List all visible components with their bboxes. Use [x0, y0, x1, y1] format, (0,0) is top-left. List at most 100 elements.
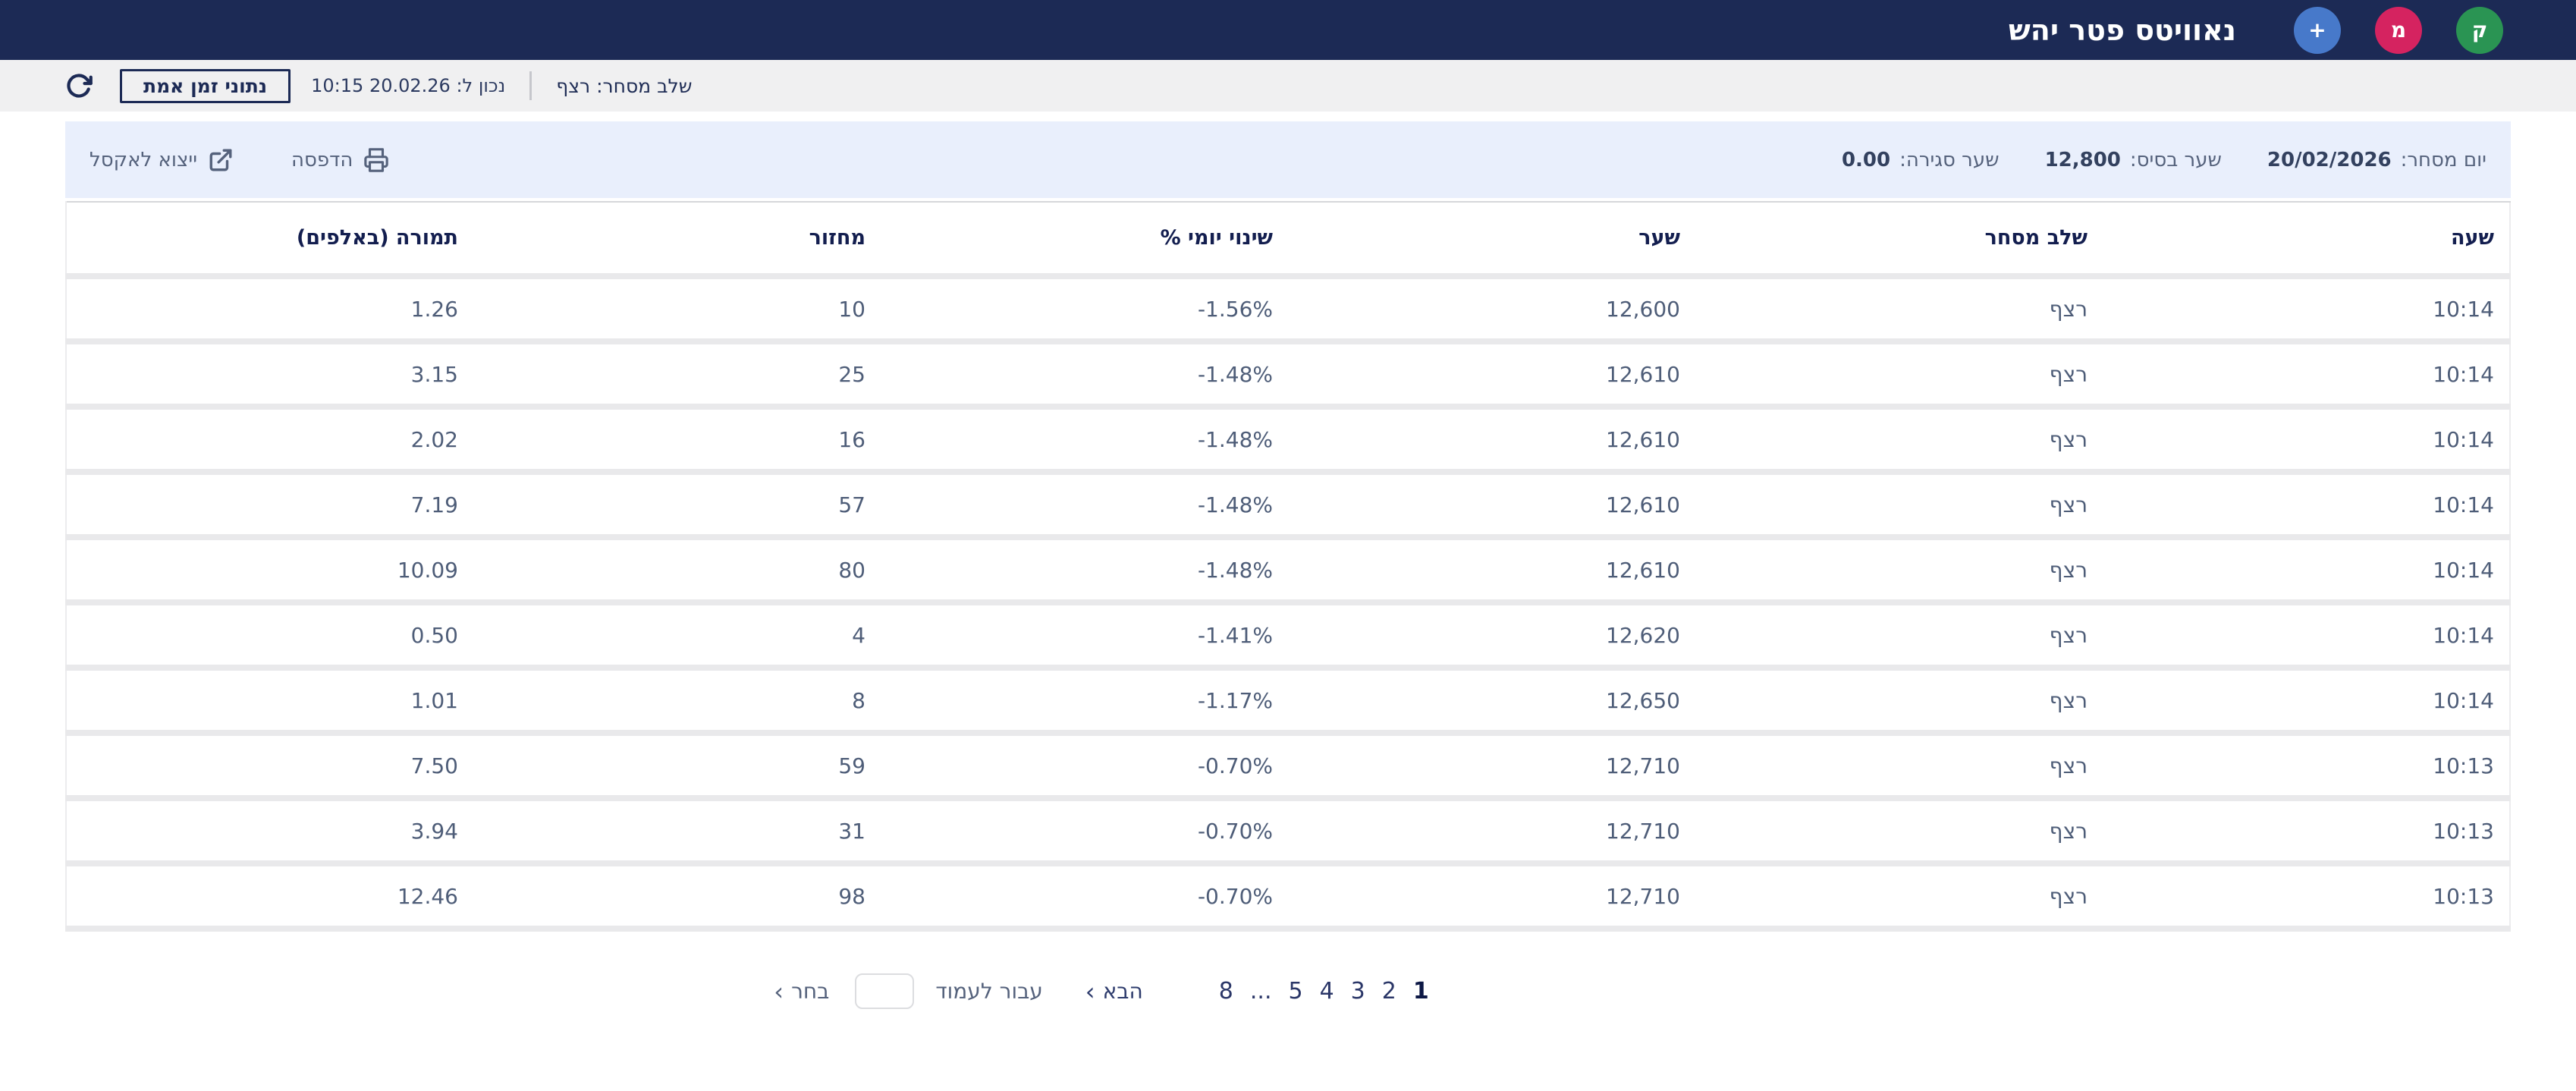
cell-stage: רצף: [1695, 668, 2103, 736]
cell-value-thousands: 0.50: [66, 602, 473, 671]
chevron-left-icon: ‹: [774, 976, 784, 1006]
main-content: יום מסחר: 20/02/2026 שער בסיס: 12,800 שע…: [0, 112, 2576, 1009]
table-row: 10:14 רצף 12,620 -1.41% 4 0.50: [66, 602, 2510, 671]
cell-time: 10:14: [2103, 407, 2510, 475]
goto-page-label: עבור לעמוד: [935, 979, 1043, 1004]
export-excel-label: ייצוא לאקסל: [90, 148, 198, 171]
toolbar: שלב מסחר: רצף נכון ל: 20.02.26 10:15 נתו…: [0, 60, 2576, 112]
circle-button-m[interactable]: מ: [2375, 6, 2422, 54]
cell-stage: רצף: [1695, 863, 2103, 932]
trades-table-header: שעה שלב מסחר שער שינוי יומי % מחזור תמור…: [66, 202, 2510, 279]
cell-volume: 10: [473, 276, 881, 344]
pagination-cluster: 1 2 3 4 5... 8 הבא ‹ עבור לעמוד בחר ‹: [774, 973, 1429, 1009]
cell-stage: רצף: [1695, 798, 2103, 866]
header-right: ק מ + נאוויטס פטר יהש: [2008, 6, 2503, 54]
cell-daily-change: -0.70%: [881, 863, 1288, 932]
next-page-link[interactable]: הבא ‹: [1085, 979, 1143, 1004]
cell-daily-change: -1.17%: [881, 668, 1288, 736]
cell-value-thousands: 3.94: [66, 798, 473, 866]
cell-daily-change: -1.48%: [881, 472, 1288, 540]
cell-time: 10:14: [2103, 341, 2510, 410]
column-header-time: שעה: [2103, 202, 2510, 279]
cell-time: 10:14: [2103, 602, 2510, 671]
cell-stage: רצף: [1695, 407, 2103, 475]
cell-volume: 4: [473, 602, 881, 671]
page-number-3[interactable]: 3: [1350, 978, 1365, 1005]
cell-time: 10:13: [2103, 863, 2510, 932]
cell-volume: 31: [473, 798, 881, 866]
trades-table: שעה שלב מסחר שער שינוי יומי % מחזור תמור…: [65, 201, 2511, 932]
cell-rate: 12,610: [1288, 537, 1695, 605]
circle-button-k[interactable]: ק: [2456, 6, 2503, 54]
pagination: 1 2 3 4 5... 8 הבא ‹ עבור לעמוד בחר ‹: [65, 973, 2511, 1009]
cell-stage: רצף: [1695, 733, 2103, 801]
cell-rate: 12,610: [1288, 407, 1695, 475]
cell-stage: רצף: [1695, 472, 2103, 540]
cell-daily-change: -1.56%: [881, 276, 1288, 344]
closing-rate-label: שער סגירה:: [1899, 148, 2000, 171]
choose-page-button[interactable]: בחר ‹: [774, 979, 829, 1004]
cell-daily-change: -1.48%: [881, 407, 1288, 475]
page-number-4[interactable]: 4: [1319, 978, 1334, 1005]
realtime-data-button[interactable]: נתוני זמן אמת: [120, 68, 291, 103]
cell-volume: 98: [473, 863, 881, 932]
cell-time: 10:14: [2103, 276, 2510, 344]
page-ellipsis: ...: [1249, 978, 1272, 1005]
cell-daily-change: -1.41%: [881, 602, 1288, 671]
export-excel-button[interactable]: ייצוא לאקסל: [90, 147, 234, 173]
cell-stage: רצף: [1695, 276, 2103, 344]
table-row: 10:14 רצף 12,600 -1.56% 10 1.26: [66, 276, 2510, 344]
page-number-8[interactable]: 8: [1218, 978, 1233, 1005]
trade-stats: יום מסחר: 20/02/2026 שער בסיס: 12,800 שע…: [1842, 149, 2486, 171]
table-row: 10:13 רצף 12,710 -0.70% 31 3.94: [66, 798, 2510, 866]
cell-volume: 80: [473, 537, 881, 605]
cell-rate: 12,650: [1288, 668, 1695, 736]
cell-value-thousands: 1.26: [66, 276, 473, 344]
page-numbers: 1 2 3 4 5... 8: [1219, 978, 1429, 1005]
header-buttons: ק מ +: [2294, 6, 2503, 54]
cell-rate: 12,710: [1288, 733, 1695, 801]
cell-value-thousands: 1.01: [66, 668, 473, 736]
cell-value-thousands: 3.15: [66, 341, 473, 410]
page-number-1[interactable]: 1: [1412, 978, 1429, 1005]
refresh-icon: [65, 72, 93, 99]
table-row: 10:14 רצף 12,610 -1.48% 25 3.15: [66, 341, 2510, 410]
page-number-2[interactable]: 2: [1381, 978, 1396, 1005]
cell-value-thousands: 12.46: [66, 863, 473, 932]
info-bar: יום מסחר: 20/02/2026 שער בסיס: 12,800 שע…: [65, 121, 2511, 198]
table-row: 10:14 רצף 12,610 -1.48% 57 7.19: [66, 472, 2510, 540]
add-button[interactable]: +: [2294, 6, 2341, 54]
cell-daily-change: -1.48%: [881, 341, 1288, 410]
cell-volume: 8: [473, 668, 881, 736]
cell-stage: רצף: [1695, 341, 2103, 410]
cell-value-thousands: 7.50: [66, 733, 473, 801]
page-title: נאוויטס פטר יהש: [2008, 13, 2236, 47]
cell-daily-change: -0.70%: [881, 733, 1288, 801]
cell-volume: 57: [473, 472, 881, 540]
cell-rate: 12,600: [1288, 276, 1695, 344]
trade-date-label: יום מסחר:: [2400, 148, 2486, 171]
base-rate-value: 12,800: [2044, 148, 2121, 171]
cell-rate: 12,710: [1288, 863, 1695, 932]
cell-volume: 59: [473, 733, 881, 801]
table-row: 10:14 רצף 12,610 -1.48% 16 2.02: [66, 407, 2510, 475]
cell-stage: רצף: [1695, 537, 2103, 605]
cell-time: 10:14: [2103, 537, 2510, 605]
header-row: שעה שלב מסחר שער שינוי יומי % מחזור תמור…: [66, 202, 2510, 279]
page-number-5[interactable]: 5: [1288, 978, 1303, 1005]
cell-rate: 12,610: [1288, 341, 1695, 410]
column-header-stage: שלב מסחר: [1695, 202, 2103, 279]
page-input[interactable]: [855, 973, 915, 1009]
cell-time: 10:14: [2103, 472, 2510, 540]
closing-rate-value: 0.00: [1841, 148, 1891, 171]
cell-rate: 12,710: [1288, 798, 1695, 866]
as-of-timestamp: נכון ל: 20.02.26 10:15: [311, 75, 506, 96]
print-button[interactable]: הדפסה: [291, 147, 389, 173]
refresh-button[interactable]: [65, 72, 93, 99]
external-link-icon: [208, 147, 234, 173]
choose-page-label: בחר: [791, 979, 830, 1004]
app-header: ק מ + נאוויטס פטר יהש: [0, 0, 2576, 60]
column-header-volume: מחזור: [473, 202, 881, 279]
cell-value-thousands: 7.19: [66, 472, 473, 540]
table-row: 10:14 רצף 12,650 -1.17% 8 1.01: [66, 668, 2510, 736]
